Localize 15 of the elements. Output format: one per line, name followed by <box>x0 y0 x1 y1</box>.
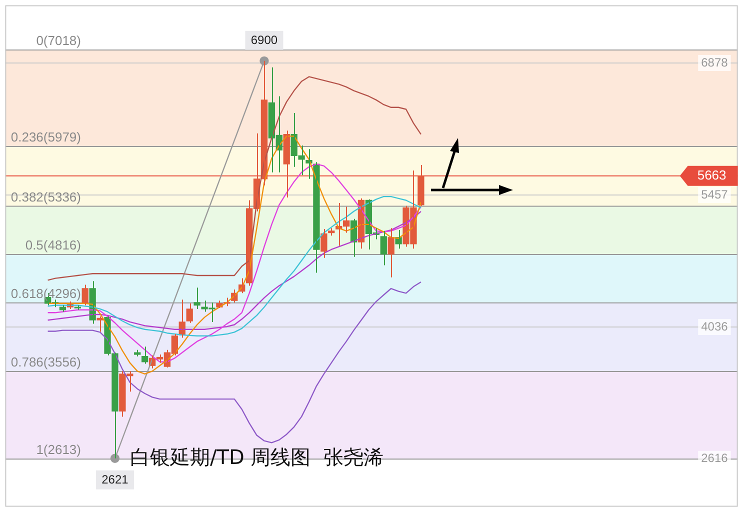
annotation: 6900 <box>250 33 278 48</box>
annotation: 白银延期/TD 周线图 张尧浠 <box>130 444 384 471</box>
ref-line-label: 5663 <box>697 167 726 182</box>
y-tick-label: 2616 <box>701 451 728 466</box>
ref-line-label: 1(2613) <box>36 442 81 458</box>
y-tick-label: 6878 <box>701 55 728 70</box>
ref-line-label: 0.382(5336) <box>10 189 81 204</box>
y-tick-label: 5457 <box>701 187 728 202</box>
ref-line-label: 0.618(4296) <box>10 286 81 301</box>
ref-line-label: 0.5(4816) <box>25 238 81 253</box>
ref-line-label: 0(7018) <box>36 33 81 48</box>
annotation: 2621 <box>102 472 129 487</box>
ref-line-label: 0.786(3556) <box>10 354 81 370</box>
y-tick-label: 4036 <box>701 319 728 334</box>
ref-line-label: 0.236(5979) <box>10 130 81 145</box>
